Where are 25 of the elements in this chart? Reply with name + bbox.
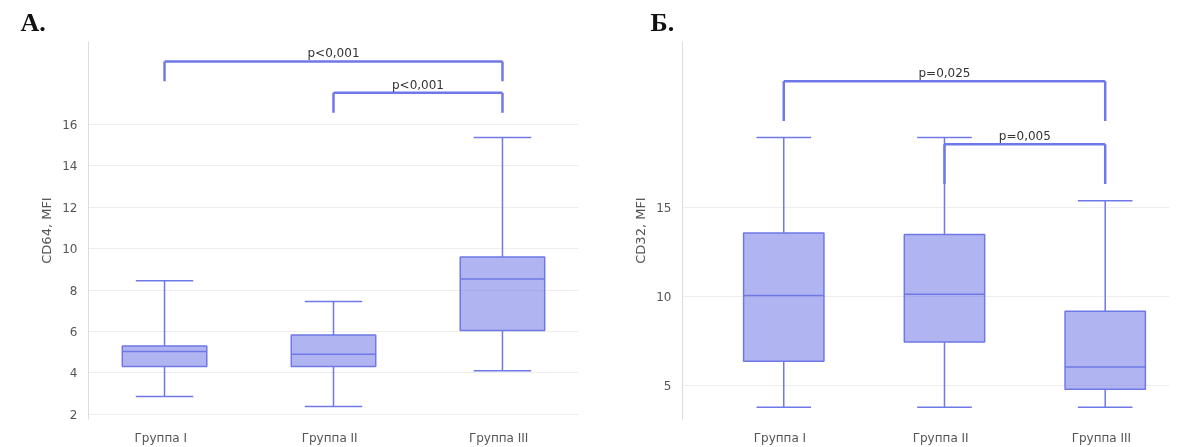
y-tick-label: 5 (663, 379, 672, 394)
annotation: p<0,001 (307, 46, 360, 61)
x-tick-label: Группа II (912, 430, 969, 445)
y-tick-label: 4 (69, 366, 78, 381)
x-tick-label: Группа I (753, 430, 807, 445)
x-tick-label: Группа I (134, 430, 187, 445)
chart-title: А. (20, 7, 46, 37)
x-tick-label: Группа III (468, 430, 529, 445)
y-tick-label: 15 (656, 200, 672, 215)
y-tick-label: 6 (69, 324, 78, 339)
y-tick-label: 14 (62, 159, 78, 174)
y-tick-label: 12 (62, 200, 78, 215)
x-tick-label: Группа III (1071, 430, 1132, 445)
annotation: p=0,005 (998, 129, 1051, 144)
y-tick-label: 10 (62, 242, 78, 257)
annotation: p=0,025 (918, 66, 971, 81)
chart-title: Б. (650, 7, 675, 37)
y-tick-label: 16 (62, 117, 78, 132)
y-tick-label: 8 (69, 283, 78, 298)
y-tick-label: 2 (69, 407, 78, 422)
annotation: p<0,001 (391, 77, 444, 92)
x-tick-label: Группа II (301, 430, 358, 445)
y-axis-title: CD32, MFI (633, 197, 649, 264)
y-tick-label: 10 (656, 289, 672, 304)
y-axis-title: CD64, MFI (39, 197, 55, 264)
